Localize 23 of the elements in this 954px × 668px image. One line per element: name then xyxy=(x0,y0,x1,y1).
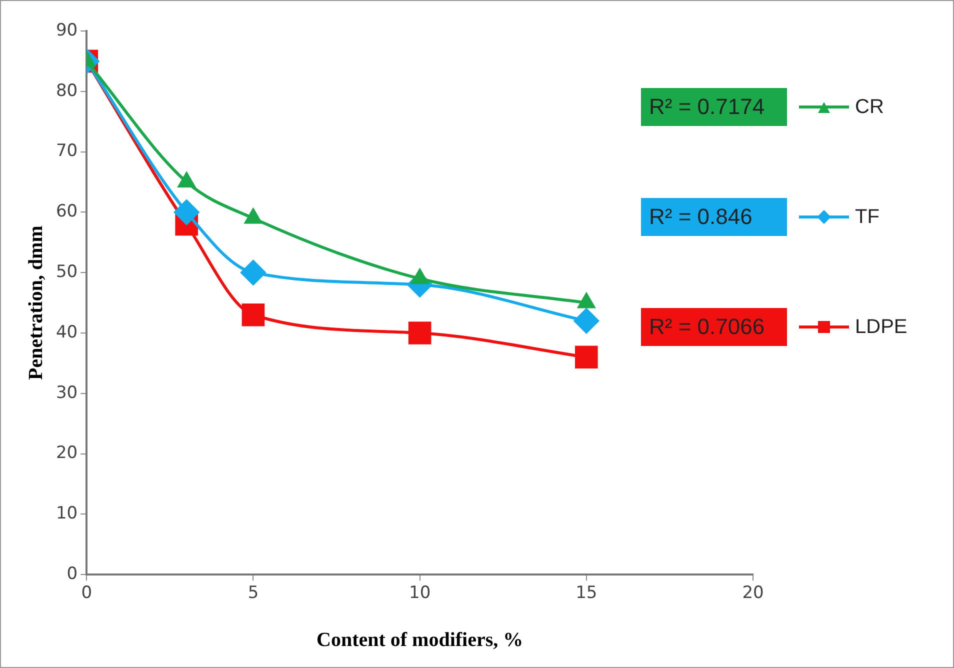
y-tick-label: 70 xyxy=(56,141,78,162)
x-tick-label: 10 xyxy=(408,583,431,604)
legend-label: CR xyxy=(855,96,884,118)
y-tick-label: 10 xyxy=(56,504,78,524)
y-tick-label: 50 xyxy=(56,262,78,282)
annotation: R² = 0.7174 xyxy=(641,88,787,126)
legend-label: TF xyxy=(855,206,880,228)
annotation: R² = 0.846 xyxy=(641,198,787,236)
y-tick-label: 90 xyxy=(56,20,78,40)
y-tick-label: 40 xyxy=(56,322,78,342)
x-axis-title: Content of modifiers, % xyxy=(316,629,524,652)
y-tick-label: 30 xyxy=(56,382,78,403)
y-tick-label: 60 xyxy=(56,202,78,222)
y-tick-label: 20 xyxy=(56,443,78,464)
x-tick-label: 15 xyxy=(576,583,598,604)
x-tick-label: 0 xyxy=(81,583,92,604)
y-axis-title: Penetration, dmm xyxy=(25,225,48,380)
x-tick-label: 20 xyxy=(742,583,764,604)
x-tick-label: 5 xyxy=(248,583,259,604)
annotation: R² = 0.7066 xyxy=(641,308,787,346)
y-tick-label: 0 xyxy=(66,564,78,584)
legend-label: LDPE xyxy=(855,316,908,338)
y-tick-label: 80 xyxy=(56,80,78,101)
